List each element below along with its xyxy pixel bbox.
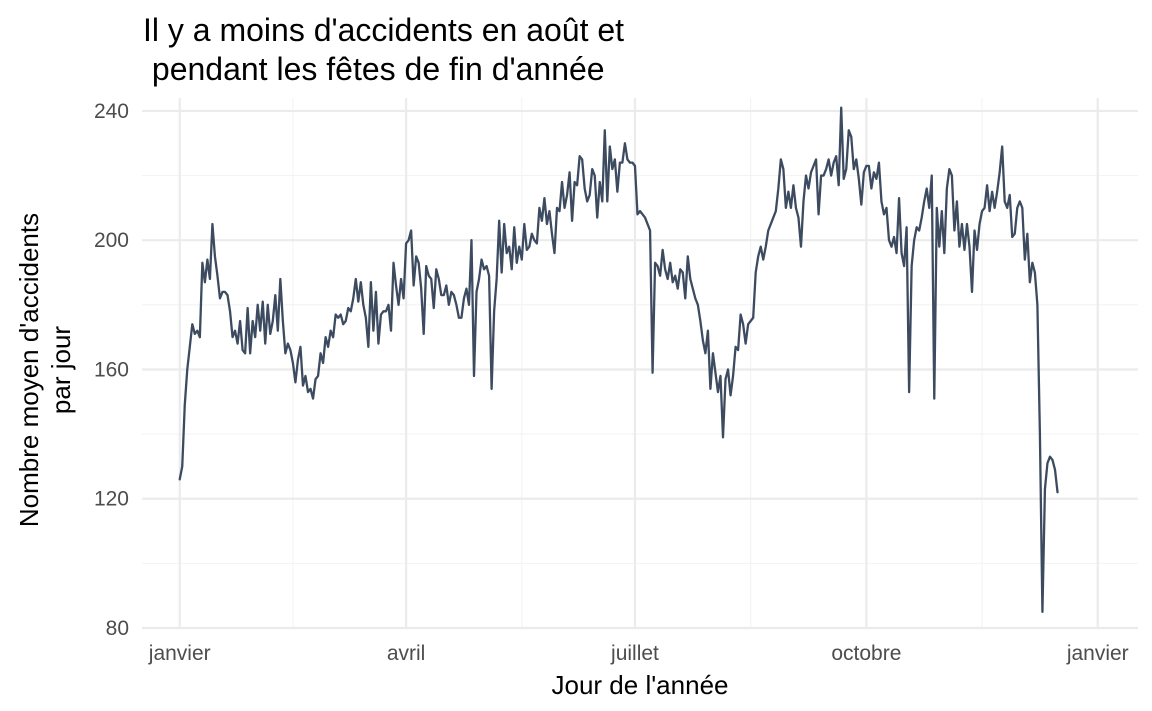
y-axis-tick-labels: 80 120 160 200 240	[94, 100, 129, 640]
accidents-series-line	[178, 106, 1059, 613]
y-tick-label: 240	[94, 100, 129, 123]
x-tick-label: janvier	[1066, 642, 1129, 665]
y-tick-label: 80	[106, 617, 129, 640]
y-tick-label: 160	[94, 358, 129, 381]
chart-title-line-1: Il y a moins d'accidents en août et	[143, 12, 624, 48]
chart-title-line-2: pendant les fêtes de fin d'année	[143, 51, 605, 87]
gridlines	[142, 98, 1138, 630]
y-axis-title: Nombre moyen d'accidents par jour	[14, 213, 76, 527]
x-axis-tick-labels: janvier avril juillet octobre janvier	[148, 642, 1129, 665]
y-tick-label: 120	[94, 488, 129, 511]
chart-title: Il y a moins d'accidents en août et pend…	[143, 12, 624, 87]
x-axis-title: Jour de l'année	[552, 670, 729, 700]
x-tick-label: avril	[387, 642, 426, 665]
x-tick-label: octobre	[831, 642, 901, 665]
y-axis-title-line-2: par jour	[46, 326, 76, 414]
x-tick-label: juillet	[610, 642, 659, 665]
y-axis-title-line-1: Nombre moyen d'accidents	[14, 213, 44, 527]
x-tick-label: janvier	[148, 642, 211, 665]
y-tick-label: 200	[94, 229, 129, 252]
